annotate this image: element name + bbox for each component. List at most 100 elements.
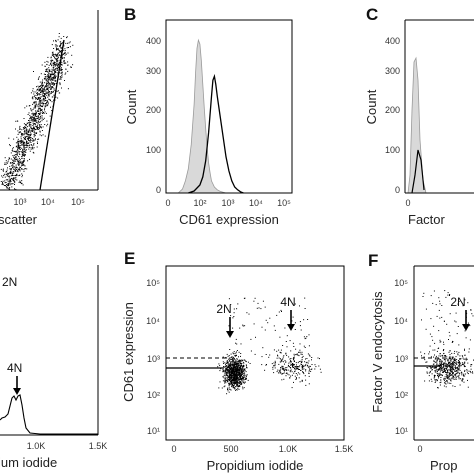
panel-a-event-dot xyxy=(13,175,15,176)
panel-a-event-dot xyxy=(10,158,12,160)
panel-b-ytick: 200 xyxy=(146,105,161,115)
panel-f-event-dot xyxy=(438,377,439,379)
panel-f-event-dot xyxy=(436,315,438,317)
panel-a-event-dot xyxy=(32,140,34,142)
panel-f-event-dot xyxy=(458,351,460,353)
panel-e-event-dot xyxy=(237,363,238,365)
panel-a-event-dot xyxy=(20,168,22,170)
panel-a-event-dot xyxy=(8,181,10,183)
panel-f-event-dot xyxy=(440,370,442,372)
panel-e-event-dot xyxy=(305,362,307,364)
panel-a-event-dot xyxy=(27,138,29,140)
panel-e-event-dot xyxy=(292,342,294,344)
panel-f-event-dot xyxy=(457,367,458,369)
panel-f-event-dot xyxy=(467,362,469,364)
panel-e-event-dot xyxy=(319,358,320,360)
panel-e-event-dot xyxy=(234,367,236,369)
panel-a-event-dot xyxy=(38,138,40,140)
panel-f-event-dot xyxy=(459,384,461,386)
panel-e-event-dot xyxy=(235,360,237,362)
panel-a-event-dot xyxy=(39,81,41,83)
panel-a-event-dot xyxy=(51,70,53,72)
panel-a-event-dot xyxy=(17,141,19,143)
panel-f-event-dot xyxy=(451,358,453,360)
panel-a-event-dot xyxy=(35,121,37,123)
panel-a-event-dot xyxy=(23,141,25,143)
panel-a-event-dot xyxy=(34,104,36,106)
panel-f-event-dot xyxy=(458,366,460,367)
panel-e-event-dot xyxy=(242,386,244,388)
panel-e-event-dot xyxy=(269,354,271,356)
panel-f-event-dot xyxy=(439,368,441,370)
panel-e-event-dot xyxy=(229,367,230,369)
panel-e-event-dot xyxy=(308,367,310,369)
panel-f-event-dot xyxy=(460,364,462,366)
panel-e-scatter xyxy=(217,297,322,395)
panel-e-event-dot xyxy=(265,364,267,366)
panel-a-event-dot xyxy=(41,130,43,131)
panel-a-event-dot xyxy=(32,130,33,132)
panel-f-ytick: 10¹ xyxy=(395,426,408,436)
panel-a-event-dot xyxy=(65,62,67,64)
panel-e-event-dot xyxy=(301,364,302,366)
panel-c-ylabel: Count xyxy=(364,89,379,124)
panel-c-letter: C xyxy=(366,5,378,24)
panel-a-event-dot xyxy=(9,172,11,173)
panel-e-event-dot xyxy=(234,355,236,357)
panel-f-event-dot xyxy=(446,365,448,367)
panel-e-event-dot xyxy=(228,386,230,388)
panel-e-event-dot xyxy=(239,381,241,383)
panel-a-event-dot xyxy=(15,156,16,158)
panel-e-event-dot xyxy=(231,370,233,372)
panel-f-event-dot xyxy=(451,363,452,365)
panel-a-event-dot xyxy=(21,168,23,169)
panel-f-event-dot xyxy=(456,367,458,369)
panel-a-event-dot xyxy=(20,145,22,146)
panel-e-event-dot xyxy=(276,350,278,352)
panel-e-event-dot xyxy=(306,365,308,367)
panel-a-event-dot xyxy=(8,183,9,185)
panel-e-event-dot xyxy=(288,299,290,301)
panel-e-event-dot xyxy=(228,373,230,374)
panel-e-event-dot xyxy=(238,386,240,388)
panel-a-event-dot xyxy=(44,106,46,108)
panel-f-event-dot xyxy=(464,362,466,364)
panel-f-event-dot xyxy=(462,378,464,379)
panel-a-event-dot xyxy=(45,80,47,82)
panel-f-event-dot xyxy=(440,360,442,362)
panel-f-event-dot xyxy=(456,370,458,372)
panel-a-event-dot xyxy=(45,71,47,72)
panel-e-event-dot xyxy=(234,366,236,368)
panel-a-event-dot xyxy=(12,165,14,167)
panel-a-event-dot xyxy=(42,105,44,107)
panel-a-event-dot xyxy=(42,95,44,97)
panel-e-event-dot xyxy=(228,391,230,393)
panel-a-event-dot xyxy=(68,47,69,48)
panel-e-event-dot xyxy=(307,366,309,368)
panel-f-event-dot xyxy=(428,375,430,377)
panel-a-event-dot xyxy=(41,64,43,66)
panel-f-event-dot xyxy=(457,368,459,370)
panel-f-event-dot xyxy=(444,359,446,360)
panel-a-event-dot xyxy=(25,138,27,140)
panel-a-event-dot xyxy=(41,120,43,122)
panel-f-event-dot xyxy=(468,351,470,353)
panel-a-event-dot xyxy=(26,128,28,130)
panel-e-event-dot xyxy=(299,365,301,367)
panel-a-event-dot xyxy=(16,160,18,162)
panel-f-event-dot xyxy=(461,374,463,376)
panel-a-event-dot xyxy=(57,66,59,68)
panel-a-event-dot xyxy=(35,110,37,112)
panel-e-event-dot xyxy=(273,372,275,374)
panel-e-event-dot xyxy=(305,370,307,372)
panel-e-event-dot xyxy=(240,355,241,357)
panel-a-event-dot xyxy=(61,75,63,77)
panel-e-event-dot xyxy=(233,351,235,353)
panel-a-event-dot xyxy=(19,167,21,168)
panel-a-event-dot xyxy=(53,67,55,69)
panel-f-event-dot xyxy=(464,330,466,332)
panel-e-event-dot xyxy=(224,375,226,377)
panel-f-event-dot xyxy=(458,368,460,370)
panel-e-event-dot xyxy=(223,377,225,379)
